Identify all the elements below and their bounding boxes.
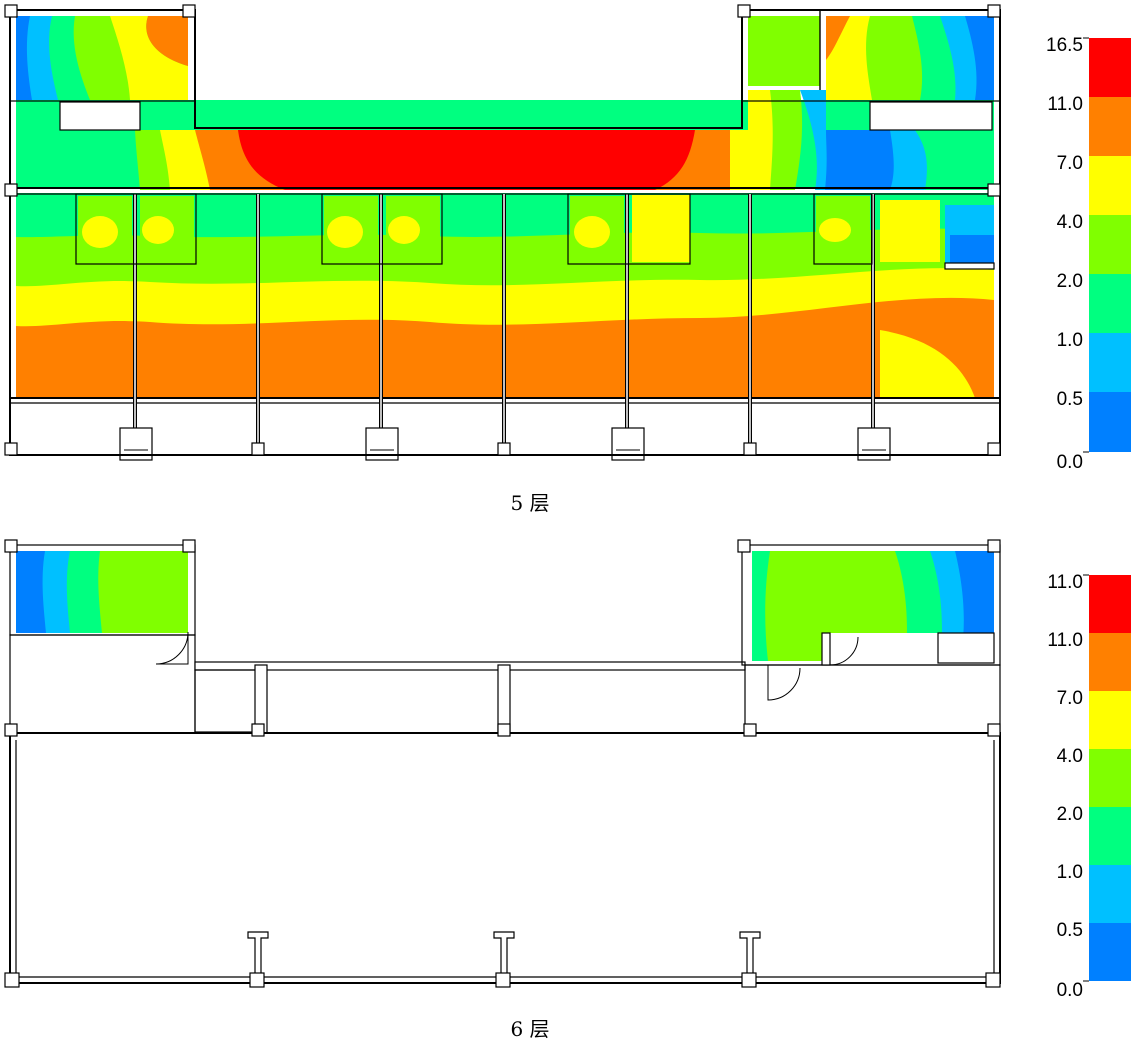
legend-5-tick: 1.0 bbox=[1057, 330, 1083, 351]
legend-6-tick: 0.0 bbox=[1057, 980, 1083, 1001]
legend-5-band-2 bbox=[1089, 274, 1131, 333]
legend-5-tick: 0.0 bbox=[1057, 452, 1083, 473]
legend-5-band-6 bbox=[1089, 38, 1131, 97]
legend-5-tick: 11.0 bbox=[1047, 94, 1083, 115]
legend-5-band-0 bbox=[1089, 392, 1131, 452]
floor-5-caption: 5 层 bbox=[510, 491, 549, 515]
floor-6-legend: 11.0 11.0 7.0 4.0 2.0 1.0 0.5 0.0 bbox=[1047, 572, 1131, 1001]
legend-5-tick: 0.5 bbox=[1057, 389, 1083, 410]
floor-5-top-right-room bbox=[748, 16, 994, 100]
floor-6-plan bbox=[4, 539, 1001, 988]
legend-6-band-3 bbox=[1089, 749, 1131, 807]
legend-6-tick: 4.0 bbox=[1057, 746, 1083, 767]
legend-6-tick: 0.5 bbox=[1057, 920, 1083, 941]
legend-5-band-4 bbox=[1089, 156, 1131, 215]
legend-5-band-5 bbox=[1089, 97, 1131, 156]
legend-6-tick: 1.0 bbox=[1057, 862, 1083, 883]
legend-5-band-1 bbox=[1089, 333, 1131, 392]
legend-6-tick: 7.0 bbox=[1057, 688, 1083, 709]
legend-5-tick: 4.0 bbox=[1057, 212, 1083, 233]
floor-6-walls bbox=[4, 539, 1001, 988]
legend-6-band-0 bbox=[1089, 923, 1131, 981]
floor-5-bathrooms bbox=[78, 196, 870, 262]
legend-6-band-2 bbox=[1089, 807, 1131, 865]
floor-6-top-left-room bbox=[16, 551, 188, 633]
legend-5-tick: 7.0 bbox=[1057, 153, 1083, 174]
floor-5-corridor bbox=[16, 90, 994, 190]
legend-6-band-1 bbox=[1089, 865, 1131, 923]
floor-5-top-left-room bbox=[16, 16, 188, 100]
floor-5-walls bbox=[4, 4, 1001, 461]
legend-5-tick: 16.5 bbox=[1046, 35, 1083, 56]
legend-6-band-5 bbox=[1089, 633, 1131, 691]
legend-5-band-3 bbox=[1089, 215, 1131, 274]
legend-6-band-4 bbox=[1089, 691, 1131, 749]
floor-5-plan bbox=[4, 4, 1001, 461]
legend-6-band-6 bbox=[1089, 575, 1131, 633]
legend-6-tick: 11.0 bbox=[1047, 630, 1083, 651]
legend-5-tick: 2.0 bbox=[1057, 271, 1083, 292]
floor-6-caption: 6 层 bbox=[510, 1017, 549, 1041]
legend-6-tick: 2.0 bbox=[1057, 804, 1083, 825]
floor-5-legend: 16.5 11.0 7.0 4.0 2.0 1.0 0.5 0.0 bbox=[1046, 35, 1131, 473]
legend-6-tick: 11.0 bbox=[1047, 572, 1083, 593]
